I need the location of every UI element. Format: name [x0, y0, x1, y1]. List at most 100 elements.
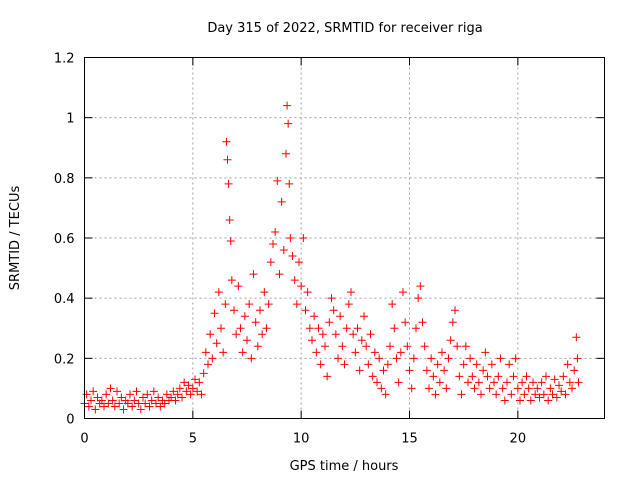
data-point — [299, 234, 308, 242]
data-point — [338, 342, 347, 351]
data-point — [141, 399, 150, 408]
data-point — [221, 300, 230, 309]
data-point — [193, 387, 202, 396]
data-point — [323, 372, 332, 381]
data-point — [266, 258, 275, 267]
data-point — [357, 336, 366, 345]
data-point — [362, 342, 371, 351]
data-point — [360, 312, 368, 321]
data-point — [351, 348, 360, 357]
data-point — [381, 390, 390, 399]
data-point — [285, 179, 294, 188]
data-point — [292, 300, 301, 309]
y-tick-label: 0.2 — [54, 352, 75, 367]
data-point — [173, 390, 182, 399]
data-point — [492, 390, 501, 399]
data-point — [425, 384, 433, 393]
x-tick-label: 5 — [189, 432, 197, 447]
data-point — [470, 384, 479, 393]
data-point — [559, 372, 568, 381]
data-point — [117, 393, 126, 402]
data-point — [102, 390, 111, 399]
data-point — [297, 282, 306, 291]
data-point — [472, 360, 481, 369]
data-point — [316, 360, 325, 369]
data-point — [154, 393, 163, 402]
y-tick-label: 0.6 — [54, 232, 75, 247]
data-point — [481, 348, 490, 357]
data-point — [100, 402, 108, 411]
data-point — [392, 354, 401, 363]
data-point — [368, 372, 377, 381]
x-tick-labels: 0 5 10 15 20 — [80, 432, 526, 447]
data-point — [227, 276, 236, 285]
x-tick-label: 20 — [510, 432, 527, 447]
data-point — [377, 384, 386, 393]
data-point — [353, 324, 362, 333]
data-point — [230, 306, 238, 315]
data-point — [440, 366, 449, 375]
data-point — [210, 309, 219, 318]
data-point — [130, 396, 139, 405]
data-point — [401, 318, 410, 327]
data-point — [89, 387, 98, 396]
data-point — [420, 342, 429, 351]
y-tick-labels: 0 0.2 0.4 0.6 0.8 1 1.2 — [54, 52, 75, 428]
data-point — [331, 330, 340, 339]
data-point — [119, 405, 128, 414]
data-point — [295, 258, 303, 267]
data-point — [234, 282, 243, 291]
data-point — [204, 360, 212, 369]
data-point — [399, 288, 407, 297]
data-point — [412, 324, 420, 333]
data-point — [379, 366, 388, 375]
data-point — [240, 312, 249, 321]
data-point — [182, 387, 191, 396]
data-point — [396, 348, 405, 357]
data-point — [552, 393, 561, 402]
data-point — [435, 378, 444, 387]
data-point — [256, 306, 264, 315]
data-point — [260, 288, 269, 297]
data-point — [84, 402, 93, 411]
data-point — [474, 378, 483, 387]
data-point — [453, 342, 462, 351]
data-point — [201, 348, 210, 357]
data-point — [529, 378, 537, 387]
data-point — [418, 318, 427, 327]
y-tick-label: 0.4 — [54, 292, 75, 307]
data-point — [520, 390, 529, 399]
data-point — [568, 384, 576, 393]
data-point — [162, 390, 171, 399]
data-point — [513, 384, 522, 393]
data-point — [524, 384, 533, 393]
data-point — [503, 378, 511, 387]
data-point — [407, 384, 416, 393]
data-point — [518, 378, 527, 387]
data-point — [573, 354, 582, 363]
data-point — [269, 240, 277, 249]
data-point — [87, 396, 95, 405]
data-point — [422, 366, 431, 375]
data-point — [152, 399, 160, 408]
x-tick-label: 15 — [401, 432, 418, 447]
data-point — [539, 390, 548, 399]
data-point — [149, 387, 158, 396]
data-point — [570, 366, 579, 375]
data-point — [427, 354, 436, 363]
data-point — [479, 366, 488, 375]
data-point — [555, 381, 563, 390]
data-point — [156, 402, 165, 411]
data-point — [186, 390, 195, 399]
data-point — [505, 360, 514, 369]
data-point — [544, 396, 553, 405]
data-point — [110, 402, 119, 411]
data-point — [383, 360, 392, 369]
data-point — [113, 387, 121, 396]
data-point — [444, 354, 453, 363]
data-point — [370, 348, 379, 357]
data-point — [498, 384, 507, 393]
data-point — [468, 372, 477, 381]
data-point — [433, 360, 442, 369]
